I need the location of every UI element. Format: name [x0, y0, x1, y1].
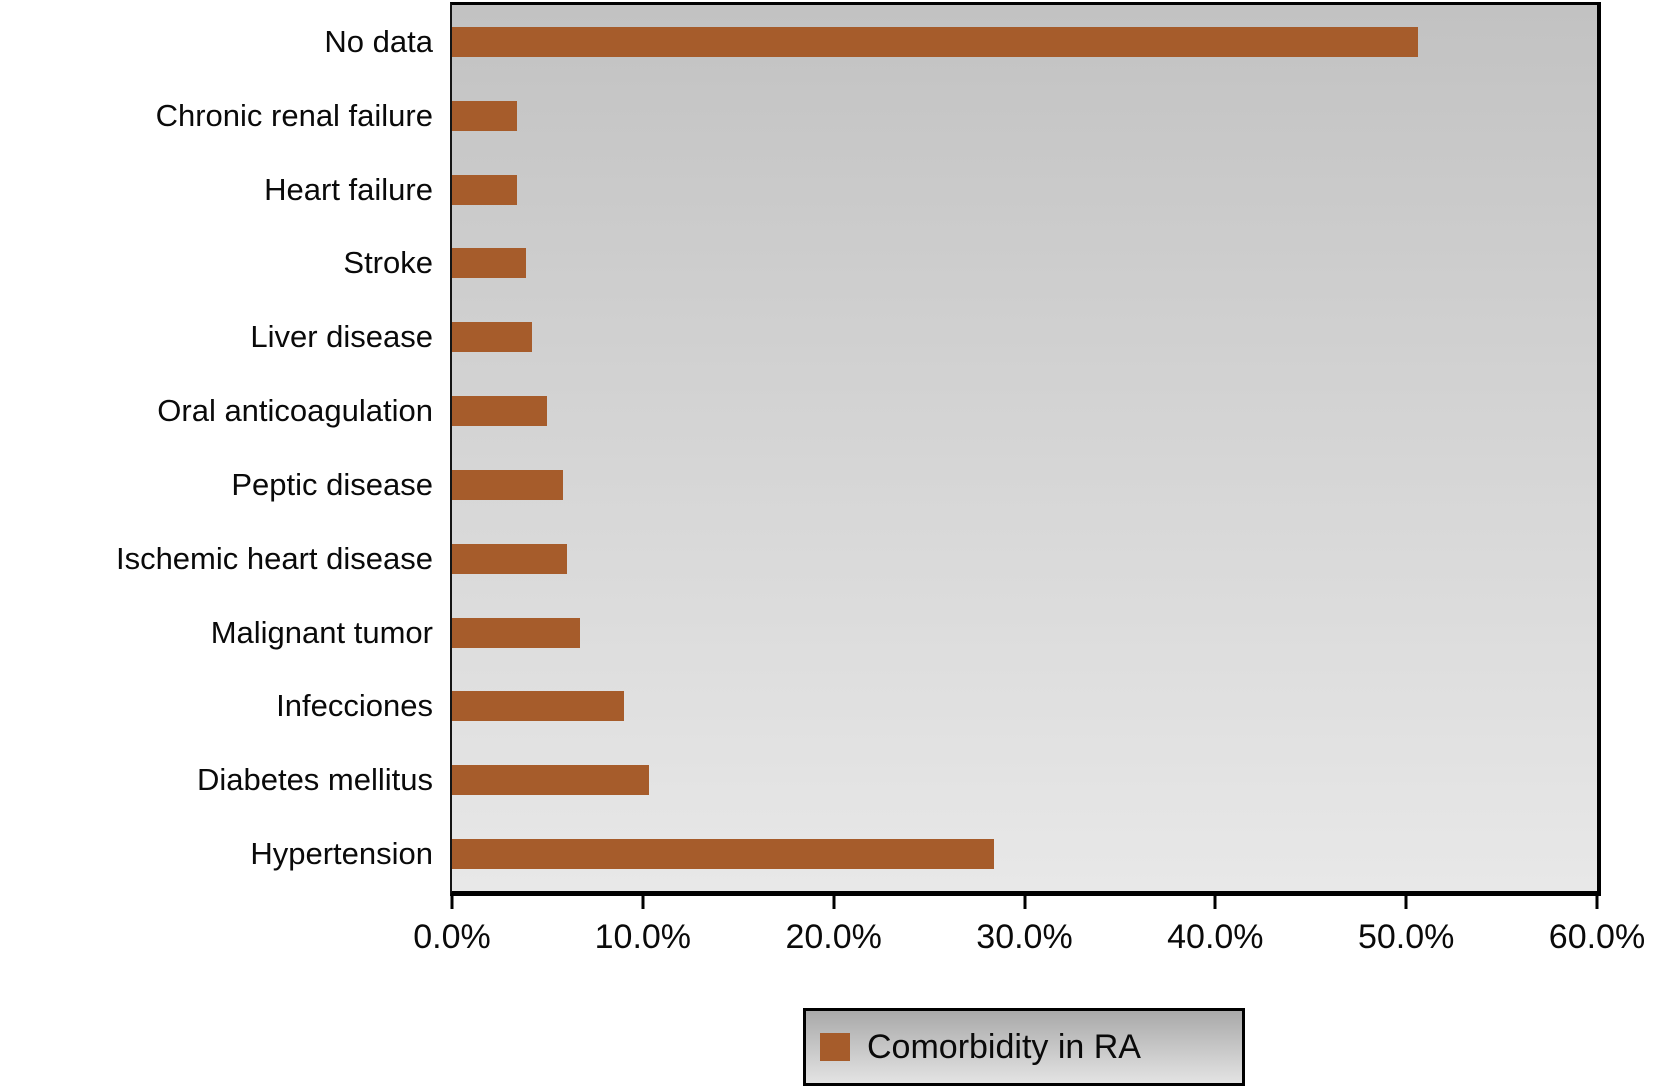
bar: [452, 543, 567, 574]
bar: [452, 765, 649, 796]
bar-row: [452, 522, 1597, 596]
category-label: Malignant tumor: [210, 614, 433, 650]
bar-row: [452, 79, 1597, 153]
bar: [452, 248, 527, 279]
category-label: Infecciones: [276, 688, 433, 724]
category-label: Hypertension: [250, 836, 433, 872]
category-label: Liver disease: [250, 319, 433, 355]
category-label: Diabetes mellitus: [196, 762, 433, 798]
bar-row: [452, 743, 1597, 817]
x-axis-tick-label: 10.0%: [594, 918, 692, 956]
bar-row: [452, 448, 1597, 522]
x-axis-tick-label: 0.0%: [413, 918, 491, 956]
x-axis-tick: [1213, 896, 1217, 909]
category-label: Stroke: [343, 245, 433, 281]
y-axis-category-labels: No data Chronic renal failure Heart failur…: [0, 5, 433, 891]
bar-row: [452, 226, 1597, 300]
category-label: Heart failure: [264, 171, 433, 207]
bar: [452, 100, 517, 131]
bar-row: [452, 374, 1597, 448]
x-axis-tick-label: 30.0%: [976, 918, 1073, 956]
category-label: Oral anticoagulation: [157, 393, 433, 429]
legend-marker-icon: [820, 1033, 850, 1061]
bar-row: [452, 669, 1597, 743]
bar-row: [452, 5, 1597, 79]
x-axis-tick: [1404, 896, 1408, 909]
bar: [452, 174, 517, 205]
x-axis-tick-label: 60.0%: [1548, 918, 1646, 956]
bar-row: [452, 817, 1597, 891]
bar-row: [452, 596, 1597, 670]
bar: [452, 469, 563, 500]
category-label: Chronic renal failure: [155, 97, 433, 133]
bar: [452, 617, 580, 648]
bar: [452, 839, 994, 870]
bar: [452, 322, 533, 353]
x-axis-tick-label: 40.0%: [1167, 918, 1264, 956]
x-axis-tick: [1023, 896, 1026, 909]
bar: [452, 691, 624, 722]
bar: [452, 26, 1418, 57]
category-label: Peptic disease: [231, 466, 433, 502]
x-axis-tick: [641, 896, 645, 909]
bar: [452, 396, 548, 427]
category-label: Ischemic heart disease: [115, 540, 433, 576]
x-axis-tick: [832, 896, 836, 909]
x-axis-tick-labels: 0.0% 10.0% 20.0% 30.0% 40.0% 50.0% 60.0%: [413, 914, 1645, 960]
bar-row: [452, 300, 1597, 374]
legend: Comorbidity in RA: [803, 1008, 1245, 1086]
x-axis-tick-label: 20.0%: [785, 918, 882, 956]
category-label: No data: [324, 23, 433, 59]
x-axis-tick-label: 50.0%: [1357, 918, 1455, 956]
x-axis-tick: [1595, 896, 1599, 909]
x-axis-ticks: [450, 896, 1599, 911]
plot-area: [450, 2, 1601, 896]
legend-label: Comorbidity in RA: [867, 1027, 1141, 1066]
bar-row: [452, 153, 1597, 227]
x-axis-tick: [450, 896, 454, 909]
